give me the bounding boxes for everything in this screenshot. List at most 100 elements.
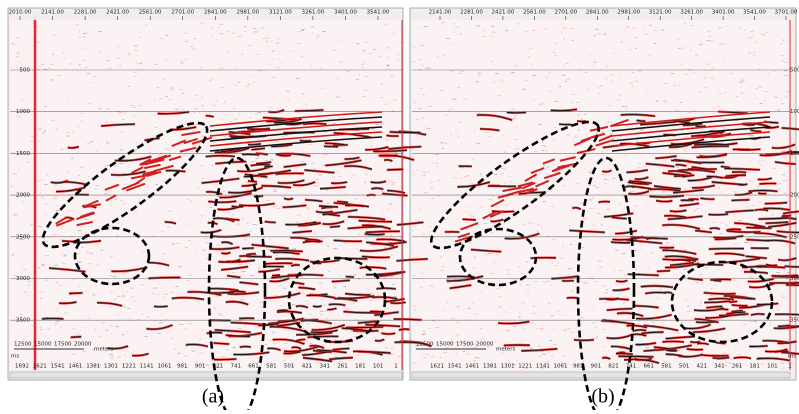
noise <box>559 273 560 274</box>
bottom-tick-label: 581 <box>266 364 277 370</box>
top-tick-label: 2701.00 <box>171 10 194 16</box>
noise <box>517 24 520 25</box>
noise <box>364 198 366 199</box>
top-tick-label: 2981.00 <box>617 10 640 16</box>
noise <box>13 215 17 216</box>
noise <box>188 240 191 241</box>
noise <box>770 292 772 293</box>
noise <box>61 327 63 328</box>
noise <box>36 42 39 43</box>
noise <box>17 115 19 116</box>
noise <box>199 353 201 354</box>
noise <box>49 68 51 69</box>
noise <box>472 268 475 269</box>
noise <box>354 274 357 275</box>
noise <box>682 48 684 49</box>
noise <box>389 181 392 182</box>
side-tick-label: 3000 <box>16 276 30 282</box>
noise <box>491 26 494 27</box>
noise <box>573 141 574 142</box>
noise <box>175 109 179 110</box>
noise <box>12 152 14 153</box>
noise <box>741 325 743 326</box>
noise <box>733 243 737 244</box>
noise <box>505 27 506 28</box>
noise <box>546 151 548 152</box>
bottom-tick-label: 821 <box>608 364 619 370</box>
noise <box>570 119 571 120</box>
noise <box>625 109 628 110</box>
noise <box>623 30 625 31</box>
top-tick-label: 2841.00 <box>204 10 227 16</box>
noise <box>777 309 779 310</box>
noise <box>217 245 220 246</box>
noise <box>125 94 127 95</box>
noise <box>57 75 61 76</box>
noise <box>436 327 440 328</box>
noise <box>414 363 417 364</box>
noise <box>18 62 20 63</box>
noise <box>262 38 265 39</box>
noise <box>734 78 735 79</box>
noise <box>311 163 314 164</box>
noise <box>184 247 188 248</box>
noise <box>80 120 82 121</box>
noise <box>670 73 674 74</box>
noise <box>582 218 586 219</box>
noise <box>234 119 238 120</box>
noise <box>554 43 557 44</box>
noise <box>484 223 488 224</box>
noise <box>44 131 47 132</box>
noise <box>383 133 385 134</box>
noise <box>27 295 28 296</box>
noise <box>273 333 275 334</box>
noise <box>493 262 495 263</box>
noise <box>551 315 554 316</box>
noise <box>737 286 739 287</box>
noise <box>106 165 110 166</box>
noise <box>615 250 619 251</box>
noise <box>574 360 575 361</box>
noise <box>647 90 649 91</box>
noise <box>729 363 731 364</box>
noise <box>661 30 664 31</box>
noise <box>39 66 42 67</box>
bottom-tick-label: 1301 <box>104 364 118 370</box>
noise <box>243 26 246 27</box>
noise <box>606 289 608 290</box>
noise <box>594 35 596 36</box>
noise <box>62 53 65 54</box>
noise <box>265 178 267 179</box>
noise <box>772 168 775 169</box>
noise <box>455 131 457 132</box>
noise <box>492 32 496 33</box>
noise <box>604 293 607 294</box>
noise <box>285 135 287 136</box>
noise <box>284 110 286 111</box>
noise <box>641 248 642 249</box>
noise <box>566 63 569 64</box>
noise <box>701 283 703 284</box>
noise <box>663 83 667 84</box>
noise <box>595 281 597 282</box>
noise <box>153 115 155 116</box>
noise <box>515 148 519 149</box>
noise <box>630 83 633 84</box>
depth-unit: ms <box>788 354 796 360</box>
noise <box>771 215 774 216</box>
noise <box>157 294 160 295</box>
noise <box>684 74 687 75</box>
noise <box>610 81 612 82</box>
noise <box>786 40 787 41</box>
noise <box>619 204 620 205</box>
noise <box>527 56 531 57</box>
noise <box>257 112 261 113</box>
noise <box>189 275 192 276</box>
top-tick-label: 3261.00 <box>302 10 325 16</box>
noise <box>545 28 548 29</box>
noise <box>365 174 368 175</box>
noise <box>476 314 479 315</box>
noise <box>196 100 198 101</box>
noise <box>684 23 686 24</box>
noise <box>283 288 287 289</box>
